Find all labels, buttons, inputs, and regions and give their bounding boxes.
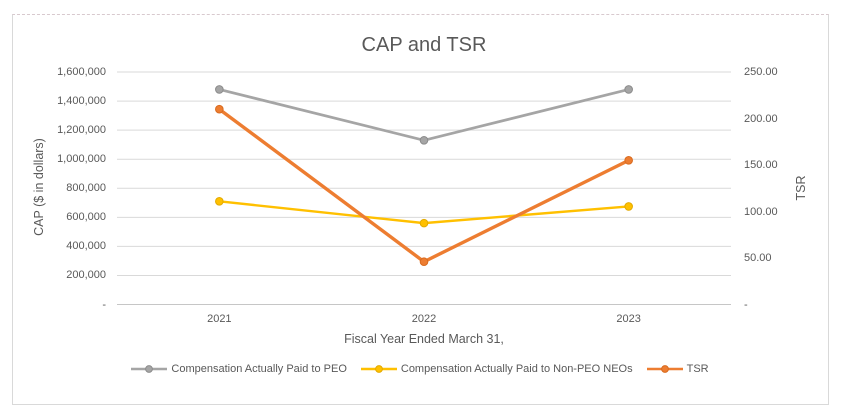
legend-line-marker-swatch [360,365,397,373]
legend-line-marker-swatch [646,365,683,373]
y-left-tick-label: 800,000 [66,182,106,195]
y-left-tick-label: 1,400,000 [57,95,106,108]
legend-line-marker-swatch [131,365,168,373]
data-point-marker[interactable] [215,197,224,206]
y-right-tick-label: 50.00 [744,252,772,264]
y-left-tick-label: 400,000 [66,240,106,253]
y-right-tick-label: 250.00 [744,66,778,78]
data-point-marker[interactable] [419,135,429,145]
y-left-tick-label: 200,000 [66,269,106,282]
legend-label: Compensation Actually Paid to Non-PEO NE… [400,363,633,375]
data-point-marker[interactable] [419,218,429,228]
x-tick-label: 2023 [616,313,641,325]
x-tick-label: 2022 [411,313,437,325]
chart-title: CAP and TSR [361,34,487,56]
legend-item[interactable]: Compensation Actually Paid to PEO [131,363,347,375]
legend-label: Compensation Actually Paid to PEO [171,363,347,375]
chart-frame[interactable] [12,14,829,405]
legend-label: TSR [686,363,709,375]
legend: Compensation Actually Paid to PEO Compens… [12,358,828,380]
data-point-marker[interactable] [624,85,633,94]
data-point-marker[interactable] [624,202,633,211]
y-left-tick-label: 600,000 [66,211,106,224]
x-tick-label: 2021 [207,313,232,325]
x-axis-title: Fiscal Year Ended March 31, [344,332,504,346]
data-point-marker[interactable] [624,156,633,165]
y-right-tick-label: 100.00 [744,205,778,218]
y-right-tick-label: - [744,298,748,311]
series-line-3[interactable] [217,107,631,264]
data-point-marker[interactable] [215,85,224,94]
legend-item[interactable]: Compensation Actually Paid to Non-PEO NE… [360,363,633,375]
y-right-tick-label: 200.00 [744,112,778,125]
y-left-tick-label: 1,600,000 [57,66,106,78]
y-left-tick-label: 1,000,000 [57,153,106,166]
series-line-1[interactable] [217,88,631,142]
y-right-tick-label: 150.00 [744,159,778,171]
legend-item[interactable]: TSR [646,363,709,375]
y-left-tick-label: - [102,298,106,311]
y-left-tick-label: 1,200,000 [57,124,106,137]
data-point-marker[interactable] [215,104,224,114]
data-point-marker[interactable] [419,257,429,267]
